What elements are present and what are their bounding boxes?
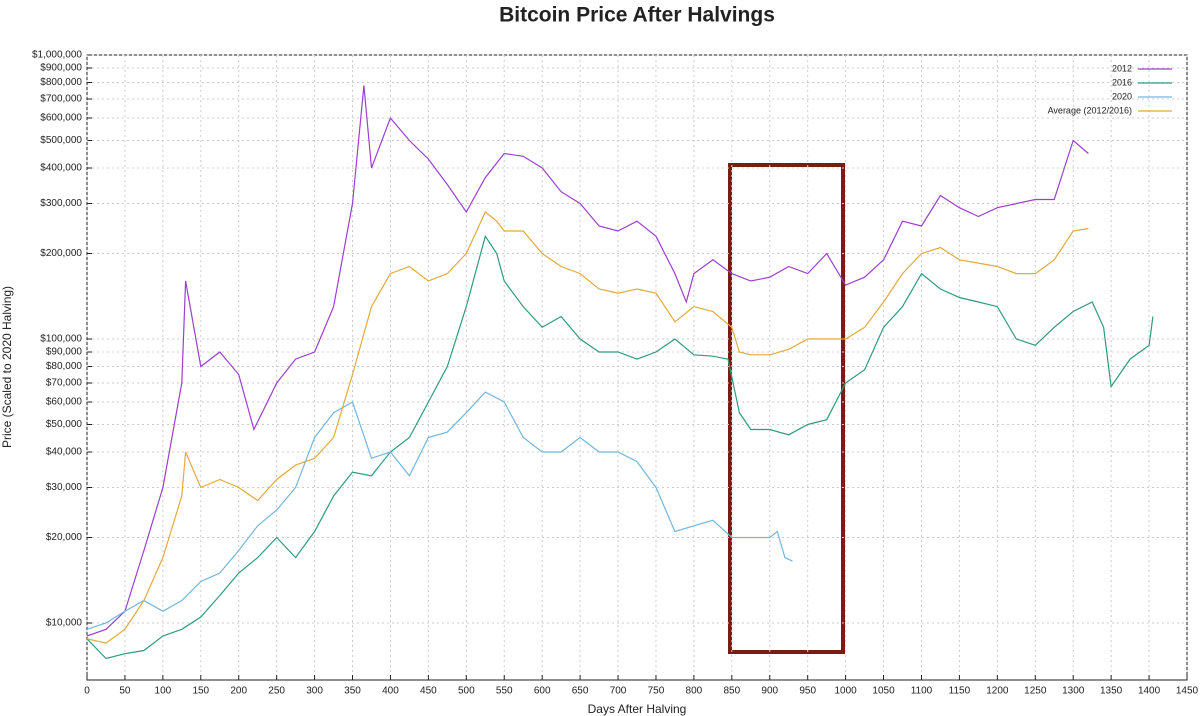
y-tick-label: $300,000 (40, 198, 82, 209)
chart-title: Bitcoin Price After Halvings (499, 4, 775, 27)
x-tick-label: 950 (799, 686, 816, 697)
highlight-box (728, 163, 845, 654)
legend-label: Average (2012/2016) (1048, 105, 1132, 115)
y-tick-label: $500,000 (40, 135, 82, 146)
x-tick-label: 400 (382, 686, 399, 697)
y-tick-label: $200,000 (40, 248, 82, 259)
y-tick-label: $600,000 (40, 113, 82, 124)
x-tick-label: 1150 (949, 686, 971, 697)
x-tick-label: 1050 (872, 686, 895, 697)
x-tick-label: 300 (306, 686, 323, 697)
x-tick-label: 700 (610, 686, 627, 697)
series-line (86, 211, 1089, 644)
y-tick-label: $70,000 (46, 378, 83, 389)
y-tick-label: $400,000 (40, 163, 82, 174)
x-tick-label: 600 (534, 686, 551, 697)
y-tick-label: $90,000 (46, 347, 83, 358)
x-tick-label: 800 (686, 686, 703, 697)
plot-frame (86, 54, 1188, 681)
y-tick-label: $1,000,000 (32, 50, 82, 61)
y-tick-label: $80,000 (46, 361, 83, 372)
x-tick-label: 650 (572, 686, 589, 697)
y-tick-label: $900,000 (40, 63, 82, 74)
x-tick-label: 0 (84, 686, 90, 697)
x-tick-label: 1250 (1024, 686, 1047, 697)
series-line (86, 85, 1089, 637)
y-tick-label: $60,000 (46, 397, 83, 408)
y-tick-label: $40,000 (46, 447, 83, 458)
x-tick-label: 1000 (834, 686, 857, 697)
x-tick-label: 1100 (911, 686, 933, 697)
x-tick-label: 1200 (986, 686, 1009, 697)
y-axis-label: Price (Scaled to 2020 Halving) (0, 286, 14, 448)
series-line (86, 391, 793, 630)
x-tick-label: 900 (761, 686, 778, 697)
y-tick-label: $50,000 (46, 419, 83, 430)
y-tick-label: $10,000 (46, 618, 83, 629)
y-tick-label: $800,000 (40, 77, 82, 88)
legend-label: 2020 (1112, 91, 1132, 101)
x-tick-label: 350 (344, 686, 361, 697)
x-tick-label: 200 (230, 686, 247, 697)
y-tick-label: $30,000 (46, 482, 83, 493)
y-tick-label: $20,000 (46, 532, 83, 543)
x-tick-label: 450 (420, 686, 437, 697)
x-tick-label: 150 (192, 686, 209, 697)
series-line (86, 234, 1154, 660)
legend-label: 2012 (1112, 63, 1132, 73)
x-tick-label: 1400 (1138, 686, 1161, 697)
x-tick-label: 250 (268, 686, 285, 697)
x-tick-label: 100 (155, 686, 172, 697)
y-tick-label: $700,000 (40, 94, 82, 105)
legend-label: 2016 (1112, 77, 1132, 87)
x-tick-label: 500 (458, 686, 475, 697)
x-tick-label: 1300 (1062, 686, 1085, 697)
x-tick-label: 1350 (1100, 686, 1123, 697)
x-tick-label: 550 (496, 686, 513, 697)
x-tick-label: 750 (648, 686, 665, 697)
y-tick-label: $100,000 (40, 334, 82, 345)
x-tick-label: 850 (723, 686, 740, 697)
x-tick-label: 50 (119, 686, 131, 697)
x-axis-label: Days After Halving (588, 702, 687, 716)
x-tick-label: 1450 (1176, 686, 1199, 697)
